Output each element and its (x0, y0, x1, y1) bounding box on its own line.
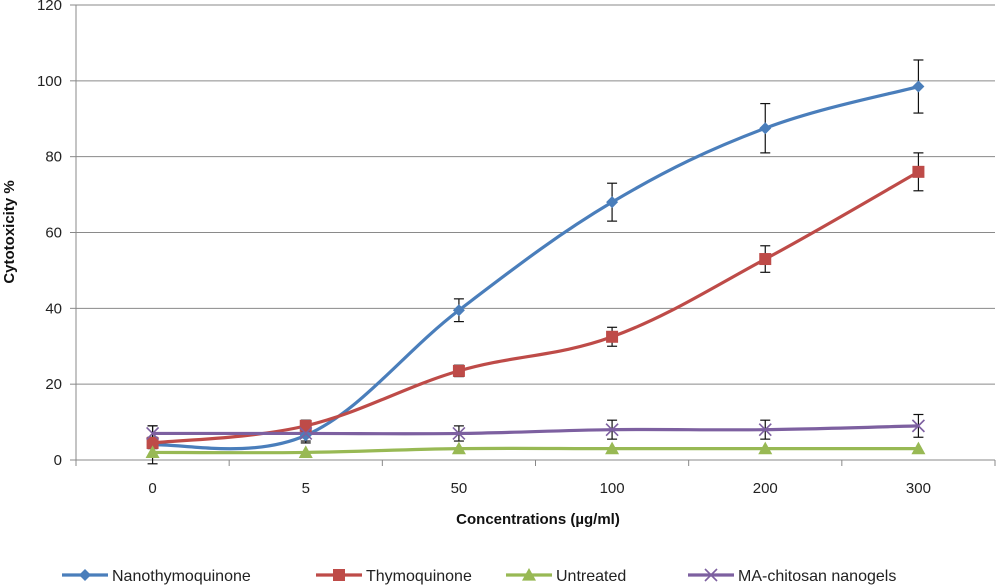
axes (70, 4, 996, 466)
series-line-untreated (152, 446, 919, 455)
data-point-thymoquinone (452, 364, 465, 377)
x-tick-label: 200 (753, 480, 778, 497)
legend: Nanothymoquinone Thymoquinone Untreated MA-… (62, 568, 896, 585)
data-point-thymoquinone (759, 253, 772, 266)
marker-x-stroke (146, 426, 160, 441)
series-markers (145, 80, 926, 459)
marker-x-stroke (758, 423, 772, 437)
data-point-untreated (298, 445, 313, 459)
data-point-ma-chitosan-nanogels (605, 423, 619, 437)
x-axis-title: Concentrations (µg/ml) (456, 511, 620, 528)
legend-item-ma-chitosan-nanogels: MA-chitosan nanogels (688, 568, 896, 585)
legend-label: Nanothymoquinone (112, 568, 251, 585)
data-point-untreated (605, 441, 620, 455)
x-tick-label: 300 (906, 480, 931, 497)
data-point-nanothymoquinone (759, 122, 772, 135)
x-tick-label: 50 (451, 480, 468, 497)
y-tick-label: 20 (45, 376, 62, 393)
y-tick-label: 60 (45, 225, 62, 242)
y-tick-label: 80 (45, 149, 62, 166)
legend-label: Thymoquinone (366, 568, 472, 585)
marker-x-stroke (452, 426, 466, 441)
data-point-untreated (911, 441, 926, 455)
y-tick-label: 100 (37, 73, 62, 90)
legend-label: MA-chitosan nanogels (738, 568, 896, 585)
data-point-ma-chitosan-nanogels (911, 419, 925, 433)
data-point-nanothymoquinone (299, 429, 312, 442)
series-line-thymoquinone (152, 170, 920, 445)
y-tick-label: 40 (45, 300, 62, 317)
error-bars (147, 59, 924, 465)
data-point-thymoquinone (299, 419, 312, 432)
data-point-thymoquinone (912, 165, 925, 178)
series-lines (152, 84, 920, 455)
legend-swatch-marker (79, 569, 91, 581)
series-line-nanothymoquinone (152, 84, 919, 451)
data-point-ma-chitosan-nanogels (758, 423, 772, 437)
data-point-thymoquinone (606, 330, 619, 343)
legend-item-thymoquinone: Thymoquinone (316, 568, 472, 585)
y-axis-title: Cytotoxicity % (1, 180, 18, 283)
data-point-thymoquinone (146, 436, 159, 449)
y-tick-labels: 0 20 40 60 80 100 120 (37, 0, 62, 469)
data-point-untreated (451, 441, 466, 455)
data-point-untreated (758, 441, 773, 455)
data-point-ma-chitosan-nanogels (452, 426, 466, 441)
marker-x-stroke (911, 419, 925, 433)
y-tick-label: 120 (37, 0, 62, 14)
legend-item-nanothymoquinone: Nanothymoquinone (62, 568, 251, 585)
data-point-nanothymoquinone (452, 304, 465, 317)
data-point-ma-chitosan-nanogels (299, 426, 313, 441)
data-point-untreated (145, 445, 160, 459)
legend-swatch-marker (522, 568, 536, 581)
gridlines (76, 4, 995, 385)
data-point-ma-chitosan-nanogels (146, 426, 160, 441)
x-tick-label: 100 (600, 480, 625, 497)
x-tick-labels: 0 5 50 100 200 300 (148, 480, 931, 497)
y-tick-label: 0 (54, 452, 62, 469)
data-point-nanothymoquinone (912, 80, 925, 93)
marker-x-stroke (704, 568, 718, 582)
x-tick-label: 0 (148, 480, 156, 497)
marker-x-stroke (605, 423, 619, 437)
data-point-nanothymoquinone (606, 196, 619, 209)
x-tick-label: 5 (302, 480, 310, 497)
series-line-ma-chitosan-nanogels (152, 424, 919, 436)
legend-label: Untreated (556, 568, 626, 585)
legend-swatch-marker (333, 569, 345, 581)
marker-x-stroke (299, 426, 313, 441)
legend-swatch-marker (704, 568, 718, 582)
legend-item-untreated: Untreated (506, 568, 626, 585)
